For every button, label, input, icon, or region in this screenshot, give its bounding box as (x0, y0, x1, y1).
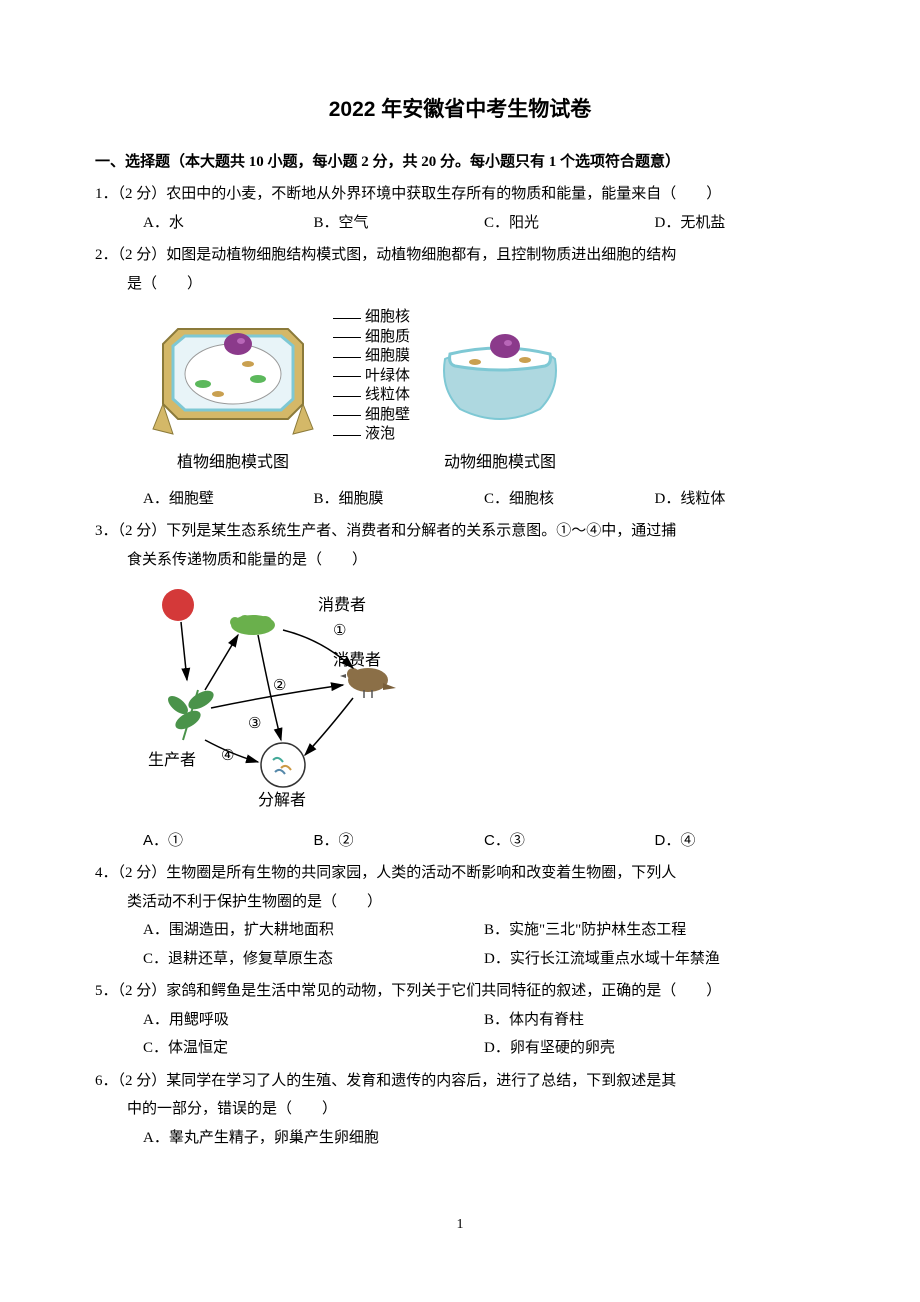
option-1d: D．无机盐 (655, 209, 826, 238)
option-6a: A．睾丸产生精子，卵巢产生卵细胞 (143, 1124, 825, 1153)
option-4b: B．实施"三北"防护林生态工程 (484, 916, 825, 945)
svg-text:④: ④ (221, 747, 234, 764)
ecosystem-diagram-icon: 消费者 消费者 生产者 分解者 (143, 580, 423, 810)
option-5d: D．卵有坚硬的卵壳 (484, 1034, 825, 1063)
animal-cell-icon (420, 304, 580, 444)
svg-text:分解者: 分解者 (258, 791, 306, 809)
animal-cell-caption: 动物细胞模式图 (444, 448, 556, 478)
option-5a: A．用鳃呼吸 (143, 1006, 484, 1035)
question-4-text-line1: 4．（2 分）生物圈是所有生物的共同家园，人类的活动不断影响和改变着生物圈，下列… (95, 859, 825, 888)
question-5-text: 5．（2 分）家鸽和鳄鱼是生活中常见的动物，下列关于它们共同特征的叙述，正确的是… (95, 977, 825, 1006)
option-2a: A．细胞壁 (143, 485, 314, 514)
question-2-text-line2: 是（ ） (95, 270, 825, 299)
option-4c: C．退耕还草，修复草原生态 (143, 945, 484, 974)
option-5b: B．体内有脊柱 (484, 1006, 825, 1035)
question-3-text-line1: 3．（2 分）下列是某生态系统生产者、消费者和分解者的关系示意图。①～④中，通过… (95, 517, 825, 546)
plant-cell-caption: 植物细胞模式图 (177, 448, 289, 478)
question-1-text: 1．（2 分）农田中的小麦，不断地从外界环境中获取生存所有的物质和能量，能量来自… (95, 180, 825, 209)
option-3d: D．④ (655, 827, 826, 856)
question-6-text-line2: 中的一部分，错误的是（ ） (95, 1095, 825, 1124)
option-2b: B．细胞膜 (314, 485, 485, 514)
question-3-diagram: 消费者 消费者 生产者 分解者 (95, 580, 825, 821)
question-5: 5．（2 分）家鸽和鳄鱼是生活中常见的动物，下列关于它们共同特征的叙述，正确的是… (95, 977, 825, 1063)
question-4: 4．（2 分）生物圈是所有生物的共同家园，人类的活动不断影响和改变着生物圈，下列… (95, 859, 825, 973)
question-4-options: A．围湖造田，扩大耕地面积 B．实施"三北"防护林生态工程 C．退耕还草，修复草… (95, 916, 825, 973)
svg-text:②: ② (273, 677, 286, 694)
option-4a: A．围湖造田，扩大耕地面积 (143, 916, 484, 945)
option-1b: B．空气 (314, 209, 485, 238)
question-1-options: A．水 B．空气 C．阳光 D．无机盐 (95, 209, 825, 238)
question-2: 2．（2 分）如图是动植物细胞结构模式图，动植物细胞都有，且控制物质进出细胞的结… (95, 241, 825, 513)
option-3c: C．③ (484, 827, 655, 856)
svg-text:①: ① (333, 622, 346, 639)
document-title: 2022 年安徽省中考生物试卷 (95, 90, 825, 130)
option-3a: A．① (143, 827, 314, 856)
option-3b: B．② (314, 827, 485, 856)
svg-text:③: ③ (248, 715, 261, 732)
option-2d: D．线粒体 (655, 485, 826, 514)
svg-text:消费者: 消费者 (318, 596, 366, 614)
svg-text:消费者: 消费者 (333, 651, 381, 669)
section-header: 一、选择题（本大题共 10 小题，每小题 2 分，共 20 分。每小题只有 1 … (95, 148, 825, 177)
question-3-options: A．① B．② C．③ D．④ (95, 827, 825, 856)
option-4d: D．实行长江流域重点水域十年禁渔 (484, 945, 825, 974)
question-6-text-line1: 6．（2 分）某同学在学习了人的生殖、发育和遗传的内容后，进行了总结，下到叙述是… (95, 1067, 825, 1096)
option-2c: C．细胞核 (484, 485, 655, 514)
question-6: 6．（2 分）某同学在学习了人的生殖、发育和遗传的内容后，进行了总结，下到叙述是… (95, 1067, 825, 1153)
option-5c: C．体温恒定 (143, 1034, 484, 1063)
svg-text:生产者: 生产者 (148, 751, 196, 769)
page-number: 1 (95, 1212, 825, 1239)
question-3-text-line2: 食关系传递物质和能量的是（ ） (95, 546, 825, 575)
question-1: 1．（2 分）农田中的小麦，不断地从外界环境中获取生存所有的物质和能量，能量来自… (95, 180, 825, 237)
cell-labels: 细胞核 细胞质 细胞膜 叶绿体 线粒体 细胞壁 液泡 (333, 308, 410, 475)
question-3: 3．（2 分）下列是某生态系统生产者、消费者和分解者的关系示意图。①～④中，通过… (95, 517, 825, 855)
question-6-options: A．睾丸产生精子，卵巢产生卵细胞 (95, 1124, 825, 1153)
plant-cell-icon (143, 304, 323, 444)
question-5-options: A．用鳃呼吸 B．体内有脊柱 C．体温恒定 D．卵有坚硬的卵壳 (95, 1006, 825, 1063)
question-2-text-line1: 2．（2 分）如图是动植物细胞结构模式图，动植物细胞都有，且控制物质进出细胞的结… (95, 241, 825, 270)
option-1c: C．阳光 (484, 209, 655, 238)
question-2-diagram: 植物细胞模式图 细胞核 细胞质 细胞膜 叶绿体 线粒体 细胞壁 液泡 (95, 304, 825, 478)
option-1a: A．水 (143, 209, 314, 238)
question-2-options: A．细胞壁 B．细胞膜 C．细胞核 D．线粒体 (95, 485, 825, 514)
question-4-text-line2: 类活动不利于保护生物圈的是（ ） (95, 888, 825, 917)
